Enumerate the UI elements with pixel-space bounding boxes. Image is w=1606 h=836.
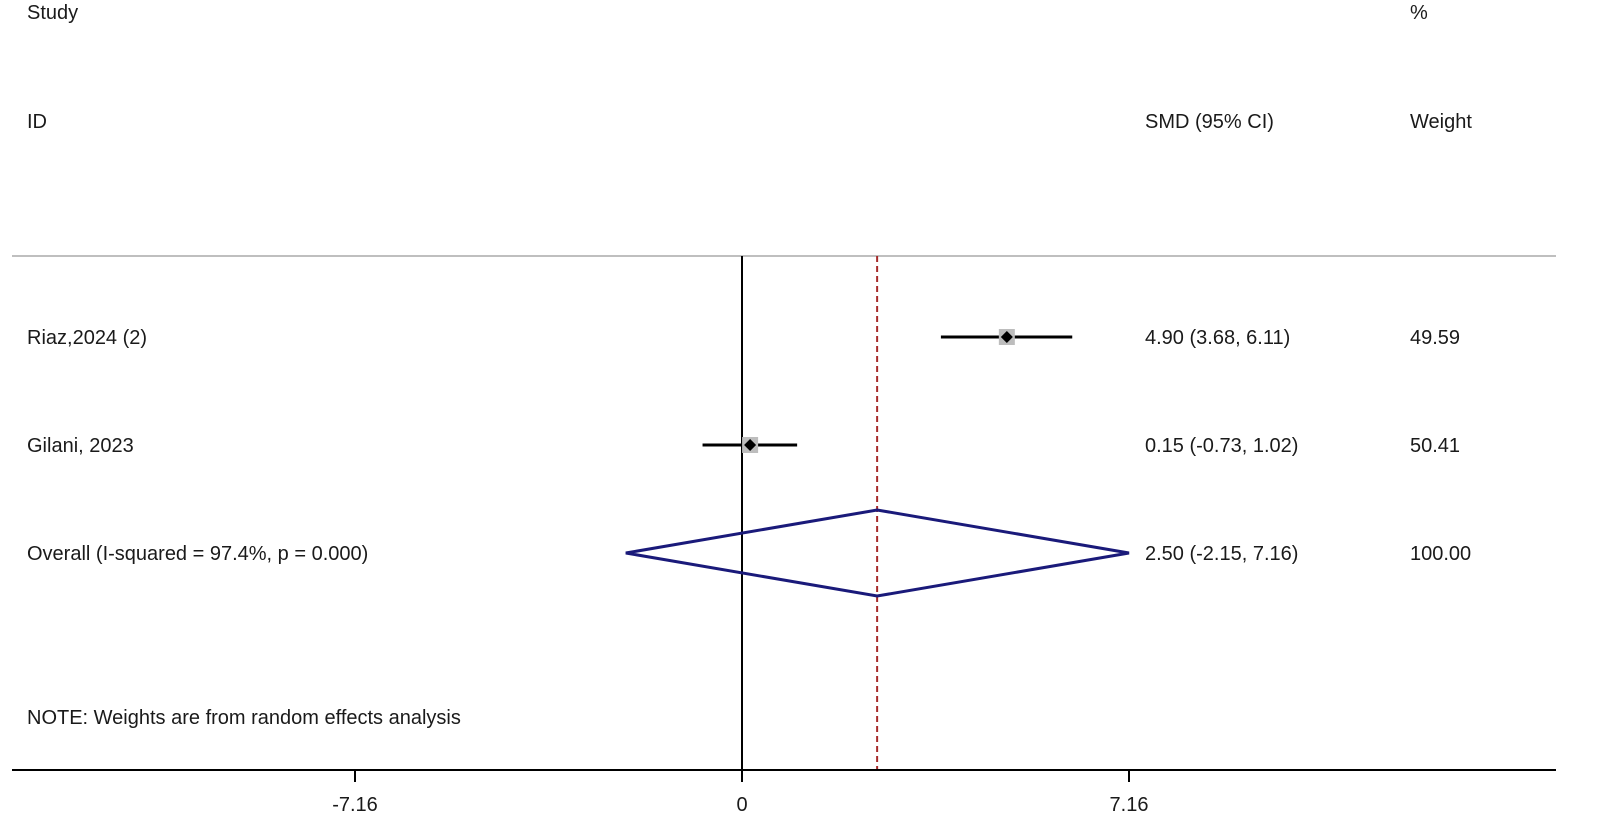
study-id: Gilani, 2023 <box>27 435 134 457</box>
study-point-estimate <box>1000 331 1013 343</box>
study-weight: 50.41 <box>1410 435 1460 457</box>
overall-ci-text: 2.50 (-2.15, 7.16) <box>1145 543 1298 565</box>
header-study: Study <box>27 2 78 24</box>
overall-weight: 100.00 <box>1410 543 1471 565</box>
note-text: NOTE: Weights are from random effects an… <box>27 707 461 729</box>
study-row: Riaz,2024 (2) 4.90 (3.68, 6.11) 49.59 <box>27 327 1460 349</box>
header-id: ID <box>27 111 47 133</box>
x-tick-label: -7.16 <box>332 794 378 816</box>
header-effect: SMD (95% CI) <box>1145 111 1274 133</box>
study-row: Gilani, 2023 0.15 (-0.73, 1.02) 50.41 <box>27 435 1460 457</box>
study-ci-text: 0.15 (-0.73, 1.02) <box>1145 435 1298 457</box>
header-weight-pct: % <box>1410 2 1428 24</box>
x-axis-ticks: -7.16 0 7.16 <box>332 770 1148 816</box>
overall-diamond <box>625 508 1130 598</box>
overall-label: Overall (I-squared = 97.4%, p = 0.000) <box>27 543 368 565</box>
study-weight: 49.59 <box>1410 327 1460 349</box>
study-rows: Riaz,2024 (2) 4.90 (3.68, 6.11) 49.59 Gilan… <box>27 327 1460 457</box>
study-point-estimate <box>744 439 757 451</box>
reference-lines <box>741 256 879 770</box>
study-id: Riaz,2024 (2) <box>27 327 147 349</box>
overall-row: Overall (I-squared = 97.4%, p = 0.000) 2.… <box>27 508 1471 598</box>
header-weight: Weight <box>1410 111 1472 133</box>
x-tick-label: 0 <box>736 794 747 816</box>
study-ci-text: 4.90 (3.68, 6.11) <box>1145 327 1290 349</box>
x-tick-label: 7.16 <box>1110 794 1149 816</box>
